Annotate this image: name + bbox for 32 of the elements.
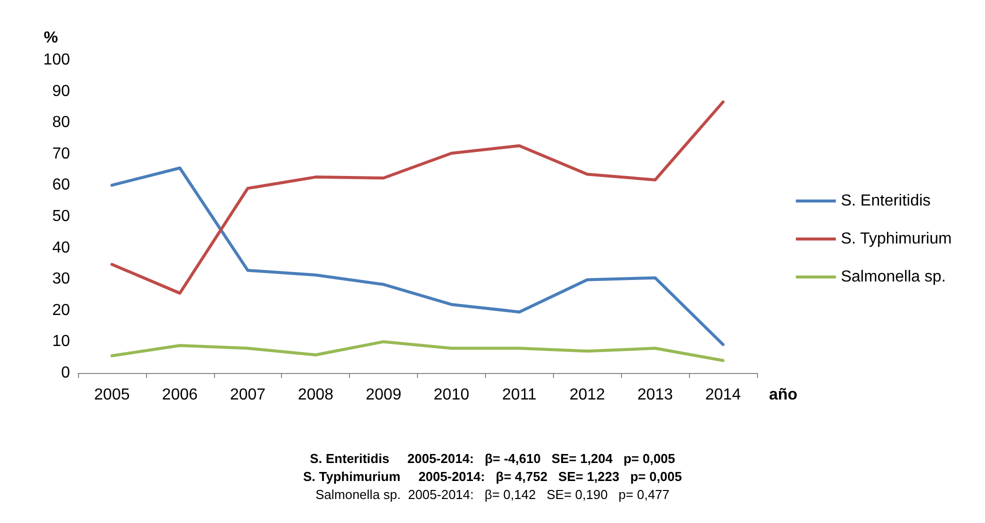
y-tick-label: 20 (52, 302, 70, 319)
y-tick-label: 40 (52, 239, 70, 256)
text: S. Typhimurium 2005-2014: β= 4,752 SE= 1,223 p= 0,005 (303, 469, 682, 484)
line-series (110, 166, 725, 346)
x-tick-label: 2013 (637, 386, 674, 404)
y-tick-label: 60 (52, 176, 70, 194)
x-tick-label: 2006 (162, 386, 198, 404)
y-tick-label: 50 (52, 208, 70, 225)
y-axis-title: % (44, 30, 58, 46)
y-tick-label: 0 (61, 364, 70, 382)
x-tick-label: 2012 (569, 386, 606, 404)
x-tick-label: 2005 (94, 386, 130, 404)
text: S. Enteritidis 2005-2014: β= -4,610 SE= 1,204 p= 0,005 (310, 451, 676, 466)
y-tick-label: 90 (52, 82, 70, 100)
y-tick-label: 30 (52, 270, 70, 288)
x-tick-label: 2007 (230, 386, 266, 404)
y-tick-label: 70 (52, 145, 70, 162)
y-tick-label: 10 (52, 333, 70, 350)
x-tick-label: 2011 (502, 386, 537, 404)
x-tick-label: 2010 (434, 386, 470, 404)
y-tick-label: 100 (43, 52, 70, 68)
text: Salmonella sp. 2005-2014: β= 0,142 SE= 0,190 p= 0,477 (315, 487, 670, 502)
y-tick-label: 80 (52, 114, 70, 132)
line-series (110, 100, 725, 295)
x-tick-label: 2009 (366, 386, 402, 404)
x-tick-label: 2014 (705, 386, 741, 404)
x-tick-label: 2008 (298, 386, 334, 404)
legend-label: S. Typhimurium (840, 230, 952, 248)
x-axis-title: año (769, 386, 798, 404)
legend-label: Salmonella sp. (840, 268, 946, 286)
line-series (110, 340, 725, 362)
legend-label: S. Enteritidis (840, 192, 931, 210)
